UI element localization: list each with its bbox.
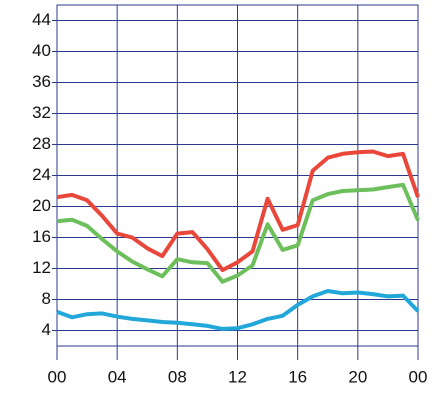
series-line (56, 289, 420, 331)
y-tick-label: 44 (32, 10, 51, 29)
y-tick-label: 28 (32, 134, 51, 153)
x-tick-label: 00 (48, 367, 67, 386)
series-line (56, 182, 420, 284)
y-tick-label: 40 (32, 41, 51, 60)
x-tick-label: 00 (409, 367, 428, 386)
x-tick-label: 08 (168, 367, 187, 386)
y-tick-label: 24 (32, 165, 51, 184)
x-tick-label: 04 (108, 367, 127, 386)
y-tick-label: 12 (32, 258, 51, 277)
series-line (56, 149, 420, 273)
x-tick-label: 12 (228, 367, 247, 386)
x-tick-label: 16 (288, 367, 307, 386)
y-tick-label: 36 (32, 72, 51, 91)
y-tick-label: 4 (42, 320, 51, 339)
y-tick-label: 8 (42, 289, 51, 308)
y-tick-label: 20 (32, 196, 51, 215)
y-tick-label: 32 (32, 103, 51, 122)
y-tick-label: 16 (32, 227, 51, 246)
x-tick-label: 20 (348, 367, 367, 386)
